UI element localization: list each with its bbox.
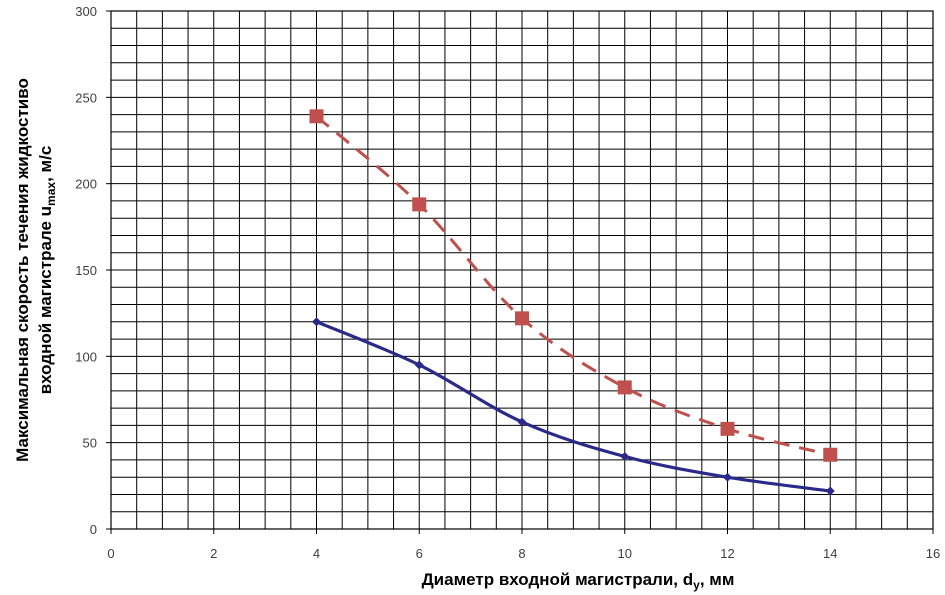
y-axis-label-line1: Максимальная скорость течения жидкостиво xyxy=(13,78,32,462)
y-tick-label: 200 xyxy=(75,177,97,192)
x-tick-label: 10 xyxy=(618,546,632,561)
data-point-marker xyxy=(825,486,835,496)
data-point-marker xyxy=(720,421,735,436)
y-tick-label: 150 xyxy=(75,263,97,278)
y-tick-label: 0 xyxy=(90,522,97,537)
series-line-1 xyxy=(315,320,831,493)
axis-ticks: 0 2 4 6 8 10 12 14 16 0 50 100 150 200 250 300 xyxy=(75,4,940,561)
x-tick-label: 2 xyxy=(210,546,217,561)
data-point-marker xyxy=(517,417,527,427)
x-tick-label: 8 xyxy=(518,546,525,561)
chart-grid xyxy=(110,10,934,530)
y-tick-label: 100 xyxy=(75,349,97,364)
data-point-marker xyxy=(312,317,321,327)
chart-series xyxy=(309,109,838,496)
data-point-marker xyxy=(515,311,529,326)
x-tick-label: 14 xyxy=(823,546,837,561)
data-point-marker xyxy=(414,360,424,370)
x-tick-label: 12 xyxy=(720,546,734,561)
data-point-marker xyxy=(823,447,838,462)
y-tick-label: 50 xyxy=(83,436,97,451)
x-tick-label: 0 xyxy=(107,546,114,561)
data-point-marker xyxy=(617,380,632,395)
y-axis-label-line2: входной магистрале umax, м/с xyxy=(36,146,58,395)
data-point-marker xyxy=(412,197,427,212)
data-point-marker xyxy=(309,109,324,124)
data-point-marker xyxy=(723,472,732,482)
x-tick-label: 16 xyxy=(926,546,940,561)
y-tick-label: 300 xyxy=(75,4,97,19)
data-point-marker xyxy=(620,451,630,461)
x-axis-label: Диаметр входной магистрали, dу, мм xyxy=(422,570,735,592)
x-tick-label: 6 xyxy=(416,546,423,561)
y-tick-label: 250 xyxy=(75,90,97,105)
x-tick-label: 4 xyxy=(313,546,320,561)
